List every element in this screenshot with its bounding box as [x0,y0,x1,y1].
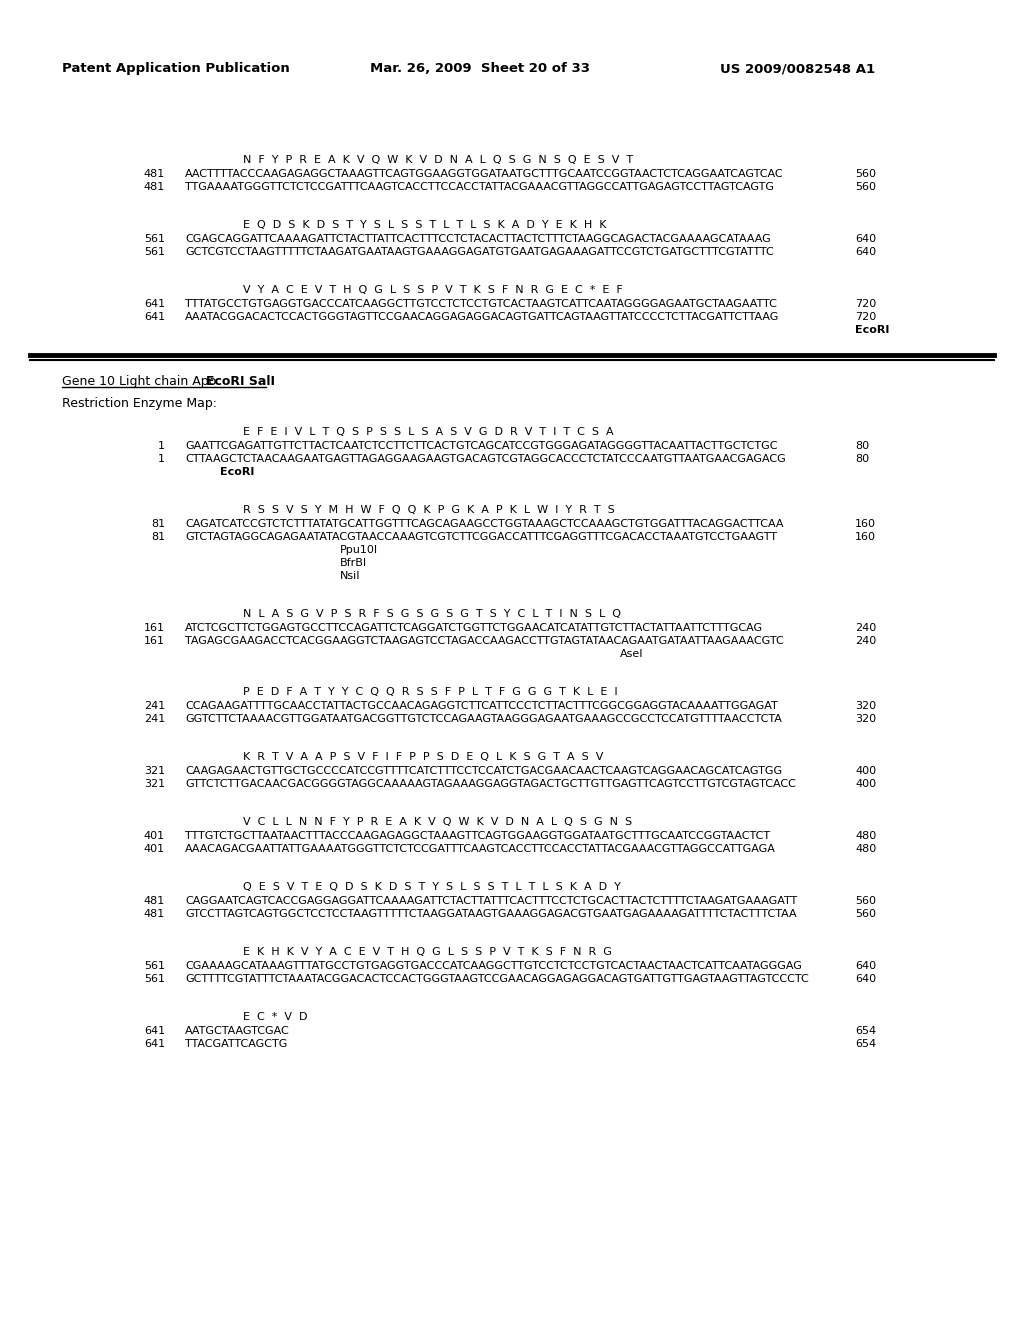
Text: E  K  H  K  V  Y  A  C  E  V  T  H  Q  G  L  S  S  P  V  T  K  S  F  N  R  G: E K H K V Y A C E V T H Q G L S S P V T … [243,946,612,957]
Text: CAAGAGAACTGTTGCTGCCCCATCCGTTTTCATCTTTCCTCCATCTGACGAACAACTCAAGTCAGGAACAGCATCAGTGG: CAAGAGAACTGTTGCTGCCCCATCCGTTTTCATCTTTCCT… [185,766,782,776]
Text: EcoRI: EcoRI [855,325,890,335]
Text: GCTCGTCCTAAGTTTTTCTAAGATGAATAAGTGAAAGGAGATGTGAATGAGAAAGATTCCGTCTGATGCTTTCGTATTTC: GCTCGTCCTAAGTTTTTCTAAGATGAATAAGTGAAAGGAG… [185,247,774,257]
Text: 561: 561 [144,961,165,972]
Text: US 2009/0082548 A1: US 2009/0082548 A1 [720,62,876,75]
Text: N  L  A  S  G  V  P  S  R  F  S  G  S  G  S  G  T  S  Y  C  L  T  I  N  S  L  Q: N L A S G V P S R F S G S G S G T S Y C … [243,609,621,619]
Text: AAATACGGACACTCCACTGGGTAGTTCCGAACAGGAGAGGACAGTGATTCAGTAAGTTATCCCCTCTTACGATTCTTAAG: AAATACGGACACTCCACTGGGTAGTTCCGAACAGGAGAGG… [185,312,779,322]
Text: ATCTCGCTTCTGGAGTGCCTTCCAGATTCTCAGGATCTGGTTCTGGAACATCATATTGTCTTACTATTAATTCTTTGCAG: ATCTCGCTTCTGGAGTGCCTTCCAGATTCTCAGGATCTGG… [185,623,763,634]
Text: TTGAAAATGGGTTCTCTCCGATTTCAAGTCACCTTCCACCTATTACGAAACGTTAGGCCATTGAGAGTCCTTAGTCAGTG: TTGAAAATGGGTTCTCTCCGATTTCAAGTCACCTTCCACC… [185,182,774,191]
Text: 241: 241 [143,701,165,711]
Text: 240: 240 [855,623,877,634]
Text: CCAGAAGATTTTGCAACCTATTACTGCCAACAGAGGTCTTCATTCCCTCTTACTTTCGGCGGAGGTACAAAATTGGAGAT: CCAGAAGATTTTGCAACCTATTACTGCCAACAGAGGTCTT… [185,701,778,711]
Text: GGTCTTCTAAAACGTTGGATAATGACGGTTGTCTCCAGAAGTAAGGGAGAATGAAAGCCGCCTCCATGTTTTAACCTCTA: GGTCTTCTAAAACGTTGGATAATGACGGTTGTCTCCAGAA… [185,714,782,723]
Text: K  R  T  V  A  A  P  S  V  F  I  F  P  P  S  D  E  Q  L  K  S  G  T  A  S  V: K R T V A A P S V F I F P P S D E Q L K … [243,752,603,762]
Text: 161: 161 [144,623,165,634]
Text: 640: 640 [855,247,877,257]
Text: 320: 320 [855,714,877,723]
Text: V  C  L  L  N  N  F  Y  P  R  E  A  K  V  Q  W  K  V  D  N  A  L  Q  S  G  N  S: V C L L N N F Y P R E A K V Q W K V D N … [243,817,632,828]
Text: 80: 80 [855,441,869,451]
Text: R  S  S  V  S  Y  M  H  W  F  Q  Q  K  P  G  K  A  P  K  L  W  I  Y  R  T  S: R S S V S Y M H W F Q Q K P G K A P K L … [243,506,614,515]
Text: AseI: AseI [620,649,643,659]
Text: 720: 720 [855,300,877,309]
Text: 480: 480 [855,832,877,841]
Text: 641: 641 [144,1026,165,1036]
Text: NsiI: NsiI [340,572,360,581]
Text: E  C  *  V  D: E C * V D [243,1012,307,1022]
Text: CAGGAATCAGTCACCGAGGAGGATTCAAAAGATTCTACTTATTTCACTTTCCTCTGCACTTACTCTTTTCTAAGATGAAA: CAGGAATCAGTCACCGAGGAGGATTCAAAAGATTCTACTT… [185,896,798,906]
Text: 481: 481 [143,169,165,180]
Text: 161: 161 [144,636,165,645]
Text: E  Q  D  S  K  D  S  T  Y  S  L  S  S  T  L  T  L  S  K  A  D  Y  E  K  H  K: E Q D S K D S T Y S L S S T L T L S K A … [243,220,606,230]
Text: TTTATGCCTGTGAGGTGACCCATCAAGGCTTGTCCTCTCCTGTCACTAAGTCATTCAATAGGGGAGAATGCTAAGAATTC: TTTATGCCTGTGAGGTGACCCATCAAGGCTTGTCCTCTCC… [185,300,777,309]
Text: CGAGCAGGATTCAAAAGATTCTACTTATTCACTTTCCTCTACACTTACTCTTTCTAAGGCAGACTACGAAAAGCATAAAG: CGAGCAGGATTCAAAAGATTCTACTTATTCACTTTCCTCT… [185,234,771,244]
Text: TAGAGCGAAGACCTCACGGAAGGTCTAAGAGTCCTAGACCAAGACCTTGTAGTATAACAGAATGATAATTAAGAAACGTC: TAGAGCGAAGACCTCACGGAAGGTCTAAGAGTCCTAGACC… [185,636,783,645]
Text: 240: 240 [855,636,877,645]
Text: 641: 641 [144,1039,165,1049]
Text: 641: 641 [144,300,165,309]
Text: AACTTTTACCCAAGAGAGGCTAAAGTTCAGTGGAAGGTGGATAATGCTTTGCAATCCGGTAACTCTCAGGAATCAGTCAC: AACTTTTACCCAAGAGAGGCTAAAGTTCAGTGGAAGGTGG… [185,169,783,180]
Text: 160: 160 [855,532,876,543]
Text: 81: 81 [151,519,165,529]
Text: GCTTTTCGTATTTCTAAATACGGACACTCCACTGGGTAAGTCCGAACAGGAGAGGACAGTGATTGTTGAGTAAGTTAGTC: GCTTTTCGTATTTCTAAATACGGACACTCCACTGGGTAAG… [185,974,809,983]
Text: 560: 560 [855,896,876,906]
Text: P  E  D  F  A  T  Y  Y  C  Q  Q  R  S  S  F  P  L  T  F  G  G  G  T  K  L  E  I: P E D F A T Y Y C Q Q R S S F P L T F G … [243,686,617,697]
Text: 321: 321 [144,779,165,789]
Text: CTTAAGCTCTAACAAGAATGAGTTAGAGGAAGAAGTGACAGTCGTAGGCACCCTCTATCCCAATGTTAATGAACGAGACG: CTTAAGCTCTAACAAGAATGAGTTAGAGGAAGAAGTGACA… [185,454,785,465]
Text: GAATTCGAGATTGTTCTTACTCAATCTCCTTCTTCACTGTCAGCATCCGTGGGAGATAGGGGTTACAATTACTTGCTCTG: GAATTCGAGATTGTTCTTACTCAATCTCCTTCTTCACTGT… [185,441,777,451]
Text: CGAAAAGCATAAAGTTTATGCCTGTGAGGTGACCCATCAAGGCTTGTCCTCTCCTGTCACTAACTAACTCATTCAATAGG: CGAAAAGCATAAAGTTTATGCCTGTGAGGTGACCCATCAA… [185,961,802,972]
Text: BfrBI: BfrBI [340,558,368,568]
Text: 640: 640 [855,961,877,972]
Text: CAGATCATCCGTCTCTTTATATGCATTGGTTTCAGCAGAAGCCTGGTAAAGCTCCAAAGCTGTGGATTTACAGGACTTCA: CAGATCATCCGTCTCTTTATATGCATTGGTTTCAGCAGAA… [185,519,783,529]
Text: 320: 320 [855,701,877,711]
Text: Mar. 26, 2009  Sheet 20 of 33: Mar. 26, 2009 Sheet 20 of 33 [370,62,590,75]
Text: Restriction Enzyme Map:: Restriction Enzyme Map: [62,397,217,411]
Text: 81: 81 [151,532,165,543]
Text: TTACGATTCAGCTG: TTACGATTCAGCTG [185,1039,288,1049]
Text: E  F  E  I  V  L  T  Q  S  P  S  S  L  S  A  S  V  G  D  R  V  T  I  T  C  S  A: E F E I V L T Q S P S S L S A S V G D R … [243,426,613,437]
Text: 160: 160 [855,519,876,529]
Text: 401: 401 [144,832,165,841]
Text: Gene 10 Light chain Apo: Gene 10 Light chain Apo [62,375,220,388]
Text: AATGCTAAGTCGAC: AATGCTAAGTCGAC [185,1026,290,1036]
Text: EcoRI: EcoRI [220,467,254,477]
Text: 560: 560 [855,909,876,919]
Text: 400: 400 [855,766,877,776]
Text: Q  E  S  V  T  E  Q  D  S  K  D  S  T  Y  S  L  S  S  T  L  T  L  S  K  A  D  Y: Q E S V T E Q D S K D S T Y S L S S T L … [243,882,621,892]
Text: GTTCTCTTGACAACGACGGGGTAGGCAAAAAGTAGAAAGGAGGTAGACTGCTTGTTGAGTTCAGTCCTTGTCGTAGTCAC: GTTCTCTTGACAACGACGGGGTAGGCAAAAAGTAGAAAGG… [185,779,796,789]
Text: 481: 481 [143,182,165,191]
Text: 641: 641 [144,312,165,322]
Text: 481: 481 [143,909,165,919]
Text: TTTGTCTGCTTAATAACTTTACCCAAGAGAGGCTAAAGTTCAGTGGAAGGTGGATAATGCTTTGCAATCCGGTAACTCT: TTTGTCTGCTTAATAACTTTACCCAAGAGAGGCTAAAGTT… [185,832,770,841]
Text: 80: 80 [855,454,869,465]
Text: EcoRI SalI: EcoRI SalI [206,375,275,388]
Text: Ppu10I: Ppu10I [340,545,378,554]
Text: 640: 640 [855,974,877,983]
Text: 720: 720 [855,312,877,322]
Text: 561: 561 [144,974,165,983]
Text: 481: 481 [143,896,165,906]
Text: GTCTAGTAGGCAGAGAATATACGTAACCAAAGTCGTCTTCGGACCATTTCGAGGTTTCGACACCTAAATGTCCTGAAGTT: GTCTAGTAGGCAGAGAATATACGTAACCAAAGTCGTCTTC… [185,532,777,543]
Text: GTCCTTAGTCAGTGGCTCCTCCTAAGTTTTTCTAAGGATAAGTGAAAGGAGACGTGAATGAGAAAAGATTTTCTACTTTC: GTCCTTAGTCAGTGGCTCCTCCTAAGTTTTTCTAAGGATA… [185,909,797,919]
Text: 561: 561 [144,234,165,244]
Text: V  Y  A  C  E  V  T  H  Q  G  L  S  S  P  V  T  K  S  F  N  R  G  E  C  *  E  F: V Y A C E V T H Q G L S S P V T K S F N … [243,285,623,294]
Text: 1: 1 [158,454,165,465]
Text: 321: 321 [144,766,165,776]
Text: 654: 654 [855,1039,877,1049]
Text: 560: 560 [855,169,876,180]
Text: 1: 1 [158,441,165,451]
Text: 400: 400 [855,779,877,789]
Text: 480: 480 [855,843,877,854]
Text: 560: 560 [855,182,876,191]
Text: Patent Application Publication: Patent Application Publication [62,62,290,75]
Text: 241: 241 [143,714,165,723]
Text: AAACAGACGAATTATTGAAAATGGGTTCTCTCCGATTTCAAGTCACCTTCCACCTATTACGAAACGTTAGGCCATTGAGA: AAACAGACGAATTATTGAAAATGGGTTCTCTCCGATTTCA… [185,843,776,854]
Text: 640: 640 [855,234,877,244]
Text: 401: 401 [144,843,165,854]
Text: 654: 654 [855,1026,877,1036]
Text: N  F  Y  P  R  E  A  K  V  Q  W  K  V  D  N  A  L  Q  S  G  N  S  Q  E  S  V  T: N F Y P R E A K V Q W K V D N A L Q S G … [243,154,633,165]
Text: 561: 561 [144,247,165,257]
